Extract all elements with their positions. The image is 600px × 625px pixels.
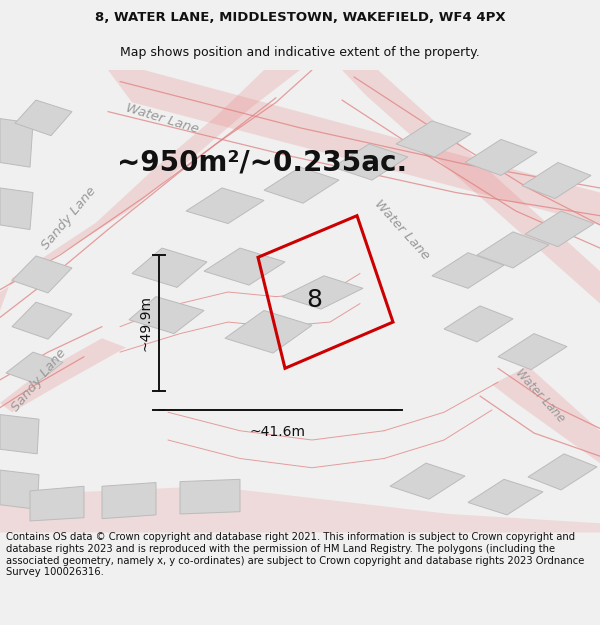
Polygon shape — [522, 162, 591, 199]
Text: ~41.6m: ~41.6m — [250, 425, 305, 439]
Text: Water Lane: Water Lane — [512, 367, 568, 426]
Polygon shape — [180, 479, 240, 514]
Polygon shape — [204, 248, 285, 285]
Text: 8, WATER LANE, MIDDLESTOWN, WAKEFIELD, WF4 4PX: 8, WATER LANE, MIDDLESTOWN, WAKEFIELD, W… — [95, 11, 505, 24]
Text: 8: 8 — [306, 288, 322, 312]
Polygon shape — [0, 338, 126, 412]
Polygon shape — [12, 302, 72, 339]
Polygon shape — [0, 414, 39, 454]
Text: Water Lane: Water Lane — [372, 197, 432, 262]
Polygon shape — [186, 188, 264, 224]
Polygon shape — [12, 256, 72, 293]
Polygon shape — [498, 334, 567, 370]
Polygon shape — [444, 306, 513, 342]
Polygon shape — [342, 70, 600, 304]
Polygon shape — [0, 486, 600, 532]
Polygon shape — [225, 311, 312, 353]
Polygon shape — [525, 211, 594, 247]
Text: ~950m²/~0.235ac.: ~950m²/~0.235ac. — [117, 149, 407, 176]
Polygon shape — [396, 121, 471, 157]
Text: Map shows position and indicative extent of the property.: Map shows position and indicative extent… — [120, 46, 480, 59]
Polygon shape — [0, 119, 33, 167]
Polygon shape — [0, 470, 39, 509]
Polygon shape — [264, 167, 339, 203]
Polygon shape — [6, 352, 63, 384]
Text: Water Lane: Water Lane — [124, 101, 200, 136]
Polygon shape — [0, 70, 300, 311]
Polygon shape — [0, 188, 33, 229]
Text: Sandy Lane: Sandy Lane — [39, 184, 99, 252]
Polygon shape — [102, 482, 156, 519]
Polygon shape — [15, 100, 72, 136]
Polygon shape — [528, 454, 597, 490]
Polygon shape — [132, 248, 207, 288]
Polygon shape — [129, 297, 204, 334]
Polygon shape — [492, 366, 600, 463]
Polygon shape — [468, 479, 543, 515]
Polygon shape — [333, 144, 408, 180]
Polygon shape — [282, 276, 363, 309]
Polygon shape — [390, 463, 465, 499]
Text: Contains OS data © Crown copyright and database right 2021. This information is : Contains OS data © Crown copyright and d… — [6, 532, 584, 578]
Polygon shape — [432, 253, 504, 288]
Polygon shape — [465, 139, 537, 176]
Polygon shape — [477, 232, 549, 268]
Polygon shape — [108, 70, 600, 225]
Polygon shape — [30, 486, 84, 521]
Text: Sandy Lane: Sandy Lane — [9, 346, 69, 414]
Text: ~49.9m: ~49.9m — [139, 295, 153, 351]
